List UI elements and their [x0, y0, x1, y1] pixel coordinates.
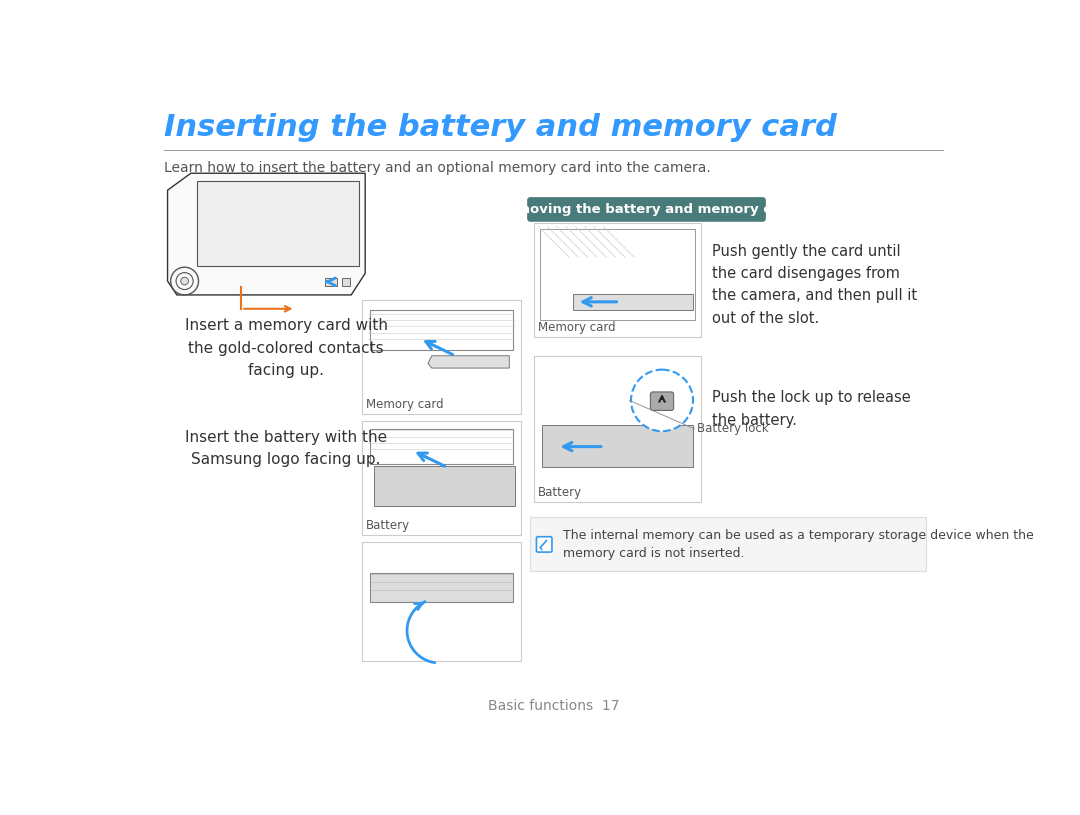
Text: Inserting the battery and memory card: Inserting the battery and memory card: [164, 113, 837, 143]
Polygon shape: [197, 181, 359, 266]
Text: Insert a memory card with
the gold-colored contacts
facing up.: Insert a memory card with the gold-color…: [185, 319, 388, 377]
Text: The internal memory can be used as a temporary storage device when the
memory ca: The internal memory can be used as a tem…: [563, 529, 1034, 560]
Polygon shape: [572, 294, 693, 310]
Polygon shape: [167, 174, 365, 295]
Text: Learn how to insert the battery and an optional memory card into the camera.: Learn how to insert the battery and an o…: [164, 161, 712, 175]
FancyBboxPatch shape: [342, 278, 350, 286]
FancyBboxPatch shape: [537, 537, 552, 552]
Text: Battery lock: Battery lock: [697, 422, 769, 435]
FancyBboxPatch shape: [362, 421, 521, 535]
Text: Battery: Battery: [538, 486, 582, 499]
Text: Basic functions  17: Basic functions 17: [488, 699, 619, 713]
Polygon shape: [374, 466, 515, 506]
FancyBboxPatch shape: [650, 392, 674, 411]
Text: Push the lock up to release
the battery.: Push the lock up to release the battery.: [713, 390, 912, 428]
FancyBboxPatch shape: [325, 278, 337, 286]
Text: Memory card: Memory card: [366, 399, 444, 412]
Polygon shape: [542, 425, 693, 467]
FancyBboxPatch shape: [362, 542, 521, 662]
Text: Insert the battery with the
Samsung logo facing up.: Insert the battery with the Samsung logo…: [185, 430, 388, 467]
Text: Battery: Battery: [366, 519, 410, 532]
FancyBboxPatch shape: [527, 197, 766, 222]
FancyBboxPatch shape: [535, 222, 701, 337]
Polygon shape: [428, 356, 510, 368]
FancyBboxPatch shape: [530, 518, 926, 571]
Text: Removing the battery and memory card: Removing the battery and memory card: [497, 203, 796, 216]
Polygon shape: [369, 573, 513, 602]
Text: Memory card: Memory card: [538, 321, 616, 334]
Circle shape: [631, 370, 693, 431]
FancyBboxPatch shape: [535, 356, 701, 502]
Text: Push gently the card until
the card disengages from
the camera, and then pull it: Push gently the card until the card dise…: [713, 244, 918, 326]
FancyBboxPatch shape: [362, 300, 521, 414]
Circle shape: [180, 277, 189, 285]
